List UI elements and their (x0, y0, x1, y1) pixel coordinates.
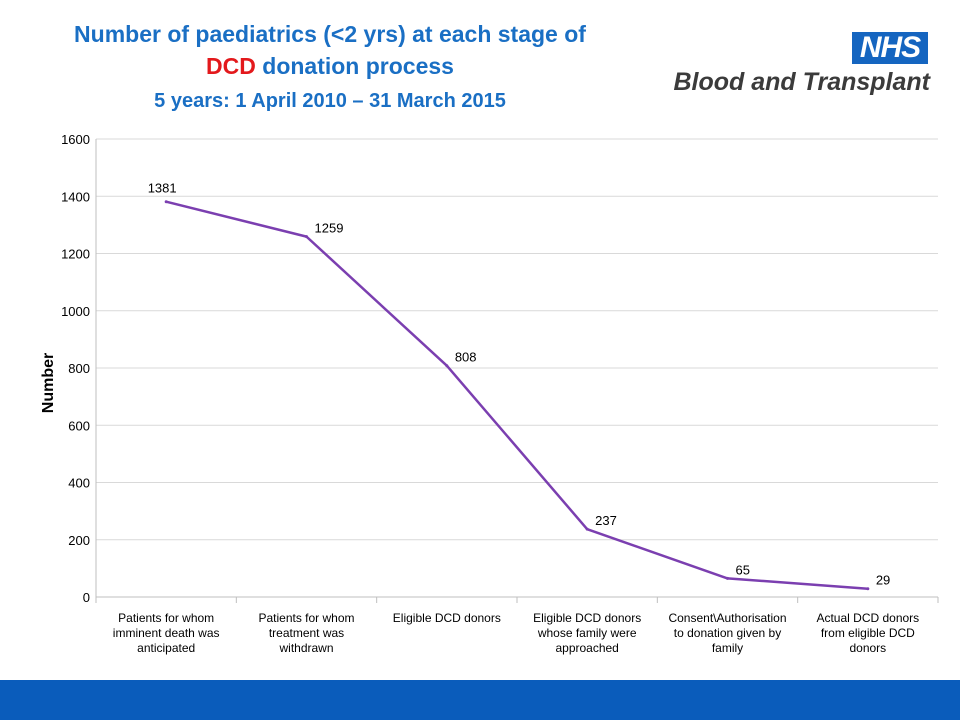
footer-bar (0, 680, 960, 720)
x-tick-label-line: Patients for whom (258, 611, 354, 625)
x-tick-label-line: to donation given by (674, 626, 781, 640)
nhs-logo-text: Blood and Transplant (673, 68, 931, 96)
data-point (726, 576, 729, 580)
y-tick-label: 1400 (61, 189, 90, 204)
series-line (165, 200, 868, 590)
data-label: 65 (736, 562, 750, 577)
x-tick-label-line: Patients for whom (118, 611, 214, 625)
x-tick-label-line: treatment was (269, 626, 344, 640)
y-axis-label: Number (40, 353, 57, 413)
x-tick-label-line: family (712, 641, 743, 655)
x-tick-label-line: Eligible DCD donors (393, 611, 501, 625)
data-label: 1381 (148, 181, 177, 196)
y-tick-label: 0 (83, 590, 90, 605)
x-tick-label-line: donors (849, 641, 886, 655)
y-tick-label: 1200 (61, 247, 90, 262)
x-tick-label: Eligible DCD donors whose family were appr… (533, 611, 641, 655)
x-tick-label: Patients for whom imminent death was antic… (113, 611, 220, 655)
data-point (305, 235, 308, 239)
title-block: Number of paediatrics (<2 yrs) at each s… (20, 18, 640, 114)
y-tick-label: 400 (68, 476, 90, 491)
x-tick-label-line: approached (555, 641, 618, 655)
data-label: 237 (595, 513, 617, 528)
x-tick-label-line: from eligible DCD (821, 626, 915, 640)
x-tick-label-line: Consent\Authorisation (668, 611, 786, 625)
x-tick-label-line: Eligible DCD donors (533, 611, 641, 625)
data-label: 808 (455, 350, 477, 365)
y-tick-label: 200 (68, 533, 90, 548)
data-point (164, 200, 168, 204)
data-label: 1259 (315, 221, 344, 236)
x-tick-label-line: withdrawn (278, 641, 333, 655)
x-tick-label-line: whose family were (537, 626, 637, 640)
x-tick-label: Patients for whom treatment was withdrawn (258, 611, 354, 655)
title-dcd-highlight: DCD (206, 53, 256, 79)
x-tick-label-line: anticipated (137, 641, 195, 655)
nhs-logo-badge: NHS (852, 32, 928, 64)
y-tick-label: 600 (68, 418, 90, 433)
chart-title-line2: DCD donation process (20, 50, 640, 82)
x-tick-label: Actual DCD donors from eligible DCD donors (816, 611, 919, 655)
y-tick-label: 800 (68, 361, 90, 376)
x-tick-label: Consent\Authorisation to donation given b… (668, 611, 786, 655)
y-tick-label: 1000 (61, 304, 90, 319)
x-tick-label: Eligible DCD donors (393, 611, 501, 625)
data-point (445, 364, 449, 368)
x-tick-label-line: Actual DCD donors (816, 611, 919, 625)
line-chart: 0 200 400 600 800 1000 1200 1400 1600 Patients fo… (40, 132, 939, 655)
data-point (585, 527, 589, 531)
data-point (866, 587, 870, 591)
title-line2-rest: donation process (255, 53, 454, 79)
chart-subtitle: 5 years: 1 April 2010 – 31 March 2015 (154, 90, 506, 112)
data-label: 29 (876, 573, 890, 588)
y-tick-label: 1600 (61, 132, 90, 147)
x-tick-label-line: imminent death was (113, 626, 220, 640)
chart-title-line1: Number of paediatrics (<2 yrs) at each s… (74, 21, 586, 47)
